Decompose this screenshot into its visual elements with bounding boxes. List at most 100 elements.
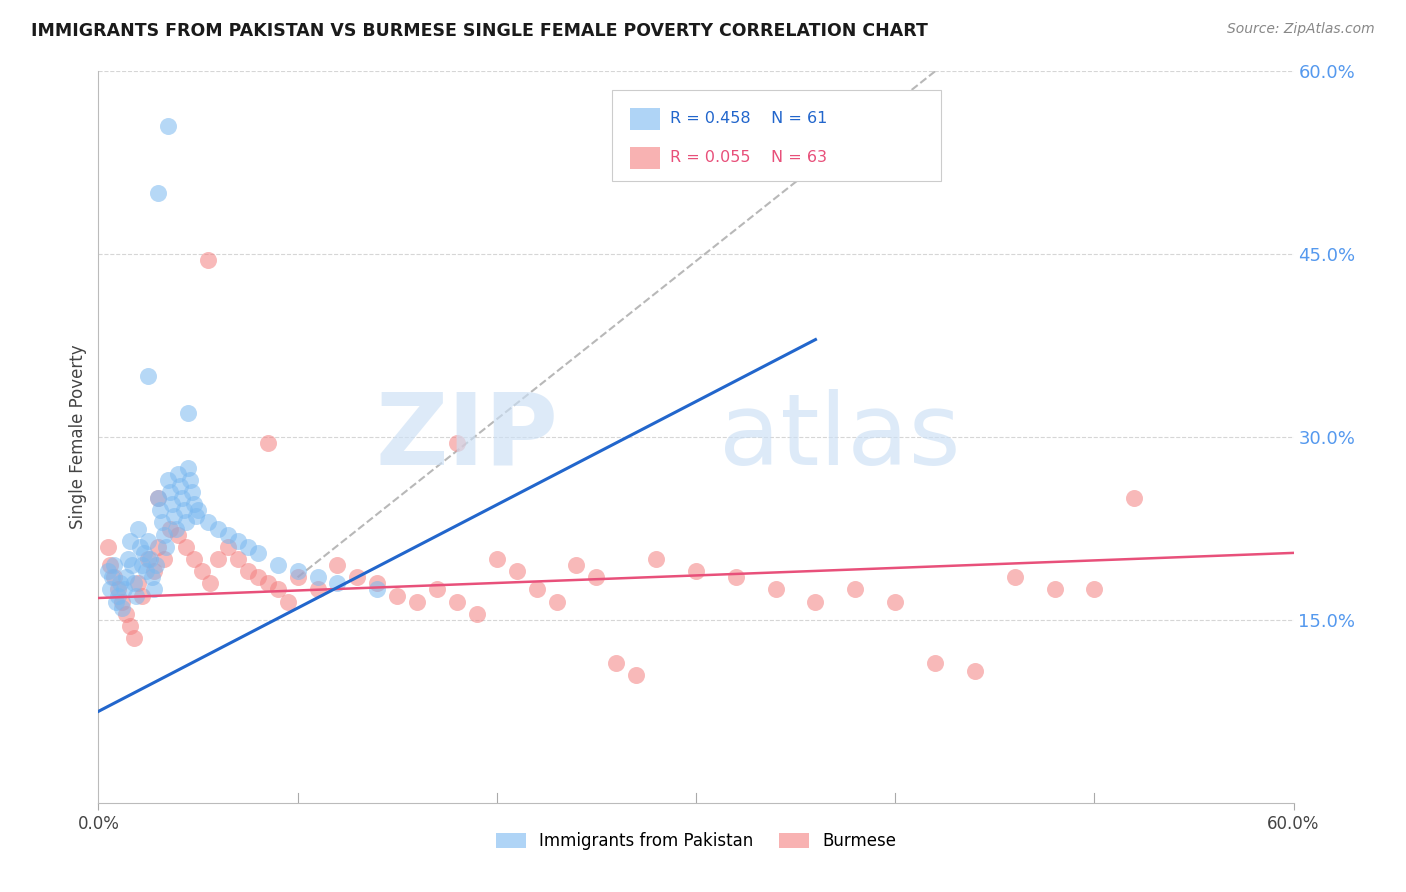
Point: [645, 552, 668, 566]
Point: [131, 589, 153, 603]
Point: [724, 570, 747, 584]
Point: [117, 552, 139, 566]
Point: [605, 656, 627, 670]
Point: [267, 582, 290, 597]
Point: [287, 564, 309, 578]
Point: [135, 564, 157, 578]
Point: [157, 473, 180, 487]
Point: [585, 570, 607, 584]
Point: [143, 564, 166, 578]
Point: [207, 552, 229, 566]
Point: [149, 503, 172, 517]
Point: [217, 540, 239, 554]
Point: [236, 540, 259, 554]
Point: [1043, 582, 1066, 597]
Point: [184, 509, 207, 524]
Point: [183, 497, 205, 511]
Point: [187, 503, 209, 517]
Point: [121, 558, 143, 573]
Point: [844, 582, 866, 597]
Point: [97, 540, 120, 554]
Point: [98, 558, 122, 573]
Point: [111, 600, 134, 615]
Point: [1004, 570, 1026, 584]
Point: [174, 516, 197, 530]
Point: [97, 564, 120, 578]
Point: [385, 589, 409, 603]
Legend: Immigrants from Pakistan, Burmese: Immigrants from Pakistan, Burmese: [489, 825, 903, 856]
Point: [277, 594, 299, 608]
Point: [924, 656, 946, 670]
Point: [120, 533, 142, 548]
Point: [307, 582, 329, 597]
Point: [150, 516, 173, 530]
Point: [246, 570, 269, 584]
Point: [105, 594, 128, 608]
Text: R = 0.055    N = 63: R = 0.055 N = 63: [669, 150, 827, 165]
Point: [326, 576, 349, 591]
Point: [506, 564, 529, 578]
Point: [169, 479, 191, 493]
Point: [366, 576, 388, 591]
Point: [115, 607, 138, 621]
Point: [136, 533, 159, 548]
Point: [134, 546, 156, 560]
Point: [107, 582, 129, 597]
Point: [183, 552, 205, 566]
Point: [307, 570, 329, 584]
Point: [153, 552, 176, 566]
Point: [165, 521, 187, 535]
FancyBboxPatch shape: [630, 146, 661, 169]
Point: [179, 473, 201, 487]
Point: [148, 491, 170, 505]
Point: [526, 582, 548, 597]
Point: [226, 552, 249, 566]
Point: [884, 594, 907, 608]
Point: [626, 667, 648, 681]
Point: [174, 540, 197, 554]
Point: [129, 540, 152, 554]
Point: [256, 436, 278, 450]
Point: [136, 369, 159, 384]
Point: [148, 540, 170, 554]
Point: [236, 564, 259, 578]
Point: [153, 527, 176, 541]
Point: [124, 632, 146, 646]
Point: [1123, 491, 1146, 505]
Point: [685, 564, 707, 578]
Point: [110, 576, 132, 591]
Point: [103, 570, 125, 584]
Point: [111, 594, 134, 608]
Point: [173, 503, 195, 517]
Point: [112, 582, 135, 597]
Point: [167, 527, 190, 541]
Point: [366, 582, 388, 597]
Point: [197, 253, 219, 268]
Point: [177, 406, 200, 420]
Point: [465, 607, 488, 621]
Point: [115, 570, 138, 584]
Point: [139, 552, 162, 566]
Point: [145, 558, 167, 573]
Point: [107, 589, 129, 603]
Point: [101, 570, 124, 584]
Text: ZIP: ZIP: [375, 389, 558, 485]
Point: [172, 491, 194, 505]
Point: [326, 558, 349, 573]
Point: [159, 521, 181, 535]
Point: [125, 589, 148, 603]
Point: [155, 540, 177, 554]
Point: [127, 521, 149, 535]
Point: [346, 570, 368, 584]
Point: [426, 582, 449, 597]
Point: [287, 570, 309, 584]
Point: [136, 552, 159, 566]
Point: [167, 467, 190, 481]
Point: [446, 594, 468, 608]
Point: [446, 436, 468, 450]
Text: IMMIGRANTS FROM PAKISTAN VS BURMESE SINGLE FEMALE POVERTY CORRELATION CHART: IMMIGRANTS FROM PAKISTAN VS BURMESE SING…: [31, 22, 928, 40]
Point: [406, 594, 429, 608]
Point: [157, 119, 180, 133]
FancyBboxPatch shape: [630, 108, 661, 130]
Point: [120, 619, 142, 633]
